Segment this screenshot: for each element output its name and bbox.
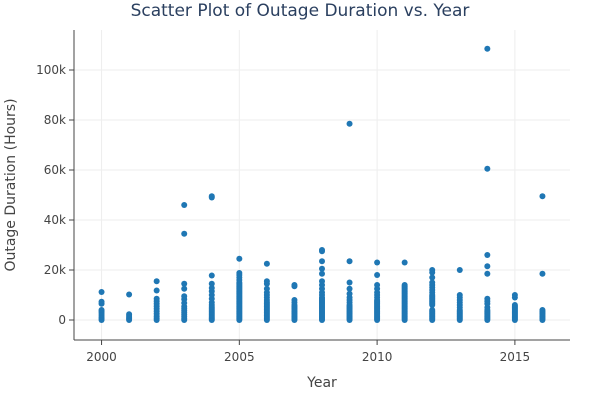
- data-point: [208, 285, 215, 291]
- axis-layer: [69, 30, 570, 345]
- data-point: [429, 307, 436, 313]
- data-point: [319, 278, 325, 285]
- data-point: [484, 263, 491, 270]
- data-point: [374, 282, 381, 288]
- data-point: [401, 282, 408, 288]
- y-tick-label: 20k: [44, 263, 66, 277]
- data-point: [319, 258, 325, 265]
- data-point: [346, 290, 353, 297]
- data-point: [511, 292, 518, 298]
- x-tick-label: 2015: [500, 350, 531, 364]
- y-tick-label: 80k: [44, 113, 66, 127]
- data-point: [374, 272, 381, 278]
- data-point: [484, 295, 491, 302]
- data-point: [429, 274, 436, 281]
- data-point: [374, 259, 381, 266]
- data-point: [484, 270, 491, 277]
- data-point: [346, 120, 353, 127]
- data-point: [539, 270, 546, 277]
- data-point: [208, 272, 215, 279]
- data-point: [153, 287, 160, 294]
- data-point: [429, 279, 436, 286]
- data-point: [98, 298, 105, 305]
- data-point: [511, 302, 518, 308]
- data-point: [484, 252, 491, 258]
- tick-label-layer: 2000 2005 2010 2015 0 20k 40k 60k 80k 100k: [36, 63, 530, 364]
- data-point: [181, 293, 188, 300]
- data-point: [263, 278, 270, 285]
- y-tick-label: 40k: [44, 213, 66, 227]
- data-point: [208, 280, 215, 287]
- x-tick-label: 2000: [86, 350, 117, 364]
- data-point: [181, 285, 188, 292]
- data-point: [291, 282, 298, 288]
- data-point: [401, 259, 408, 266]
- data-point: [346, 258, 353, 265]
- data-point: [181, 280, 188, 287]
- data-point: [319, 265, 325, 272]
- data-point: [98, 289, 105, 295]
- data-point: [263, 285, 270, 292]
- data-point: [181, 230, 188, 237]
- data-point: [539, 193, 546, 200]
- data-point: [208, 193, 215, 200]
- points-layer: [98, 45, 546, 323]
- x-tick-label: 2010: [362, 350, 393, 364]
- data-point: [263, 260, 270, 267]
- x-axis-title: Year: [306, 375, 337, 391]
- data-point: [346, 279, 353, 286]
- y-axis-title: Outage Duration (Hours): [3, 98, 19, 271]
- data-point: [153, 278, 160, 285]
- data-point: [346, 285, 353, 292]
- chart-title: Scatter Plot of Outage Duration vs. Year: [131, 1, 470, 21]
- data-point: [319, 247, 325, 253]
- data-point: [456, 292, 463, 298]
- data-point: [126, 291, 133, 298]
- data-point: [291, 297, 298, 303]
- data-point: [236, 270, 243, 276]
- data-point: [181, 202, 188, 208]
- data-point: [153, 295, 160, 302]
- y-tick-label: 0: [58, 313, 66, 327]
- data-point: [319, 270, 325, 277]
- data-point: [236, 255, 243, 262]
- data-point: [456, 267, 463, 273]
- data-point: [429, 267, 436, 273]
- data-point: [98, 307, 105, 313]
- y-tick-label: 60k: [44, 163, 66, 177]
- data-point: [126, 311, 133, 318]
- data-point: [484, 45, 491, 52]
- data-point: [484, 165, 491, 172]
- y-tick-label: 100k: [36, 63, 66, 77]
- x-tick-label: 2005: [224, 350, 255, 364]
- data-point: [539, 307, 546, 313]
